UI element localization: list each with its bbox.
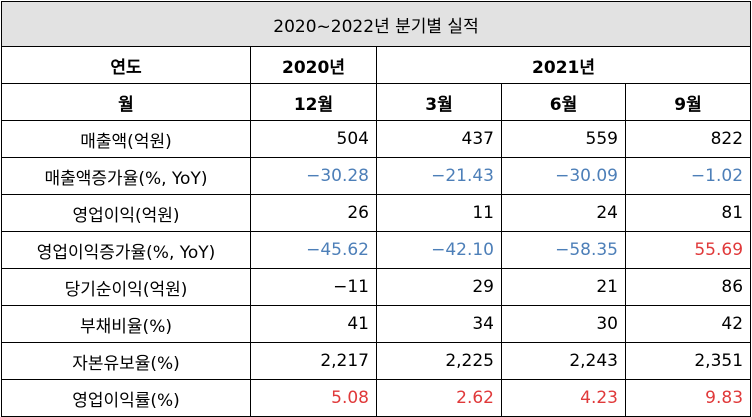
month-header-cell: 12월 bbox=[250, 83, 377, 121]
value-cell: 822 bbox=[624, 120, 752, 158]
row-label: 부채비율(%) bbox=[1, 305, 251, 343]
value-cell: −30.28 bbox=[250, 157, 377, 195]
month-header-cell: 6월 bbox=[501, 83, 626, 121]
row-label: 영업이익률(%) bbox=[1, 379, 251, 417]
value-cell: 81 bbox=[624, 194, 752, 232]
row-label: 영업이익증가율(%, YoY) bbox=[1, 231, 251, 269]
value-cell: 34 bbox=[376, 305, 502, 343]
value-cell: 11 bbox=[376, 194, 502, 232]
month-header-cell: 9월 bbox=[624, 83, 752, 121]
month-header-cell: 3월 bbox=[376, 83, 502, 121]
value-cell: −30.09 bbox=[501, 157, 626, 195]
table-title: 2020~2022년 분기별 실적 bbox=[0, 1, 752, 47]
value-cell: 2,217 bbox=[250, 342, 377, 380]
table-row: 부채비율(%) 41 34 30 42 bbox=[1, 305, 752, 343]
year-header-label: 연도 bbox=[1, 46, 251, 84]
value-cell: 504 bbox=[250, 120, 377, 158]
value-cell: 55.69 bbox=[624, 231, 752, 269]
value-cell: 41 bbox=[250, 305, 377, 343]
year-header-row: 연도 2020년 2021년 bbox=[1, 46, 752, 84]
year-2021-header: 2021년 bbox=[375, 46, 752, 84]
table-row: 영업이익증가율(%, YoY) −45.62 −42.10 −58.35 55.69 bbox=[1, 231, 752, 269]
table-row: 영업이익률(%) 5.08 2.62 4.23 9.83 bbox=[1, 379, 752, 417]
value-cell: −11 bbox=[250, 268, 377, 306]
table-row: 당기순이익(억원) −11 29 21 86 bbox=[1, 268, 752, 306]
row-label: 자본유보율(%) bbox=[1, 342, 251, 380]
value-cell: −45.62 bbox=[250, 231, 377, 269]
value-cell: −21.43 bbox=[376, 157, 502, 195]
month-header-label: 월 bbox=[1, 83, 251, 121]
month-header-row: 월 12월 3월 6월 9월 bbox=[1, 83, 752, 121]
table-title-row: 2020~2022년 분기별 실적 bbox=[0, 1, 752, 47]
value-cell: 9.83 bbox=[624, 379, 752, 417]
value-cell: 437 bbox=[376, 120, 502, 158]
value-cell: 2,243 bbox=[501, 342, 626, 380]
row-label: 매출액(억원) bbox=[1, 120, 251, 158]
value-cell: 5.08 bbox=[250, 379, 377, 417]
row-label: 매출액증가율(%, YoY) bbox=[1, 157, 251, 195]
table-row: 매출액(억원) 504 437 559 822 bbox=[1, 120, 752, 158]
value-cell: 21 bbox=[501, 268, 626, 306]
row-label: 영업이익(억원) bbox=[1, 194, 251, 232]
table-row: 매출액증가율(%, YoY) −30.28 −21.43 −30.09 −1.02 bbox=[1, 157, 752, 195]
value-cell: −58.35 bbox=[501, 231, 626, 269]
row-label: 당기순이익(억원) bbox=[1, 268, 251, 306]
value-cell: 86 bbox=[624, 268, 752, 306]
value-cell: 42 bbox=[624, 305, 752, 343]
year-2020-header: 2020년 bbox=[250, 46, 377, 84]
table-row: 영업이익(억원) 26 11 24 81 bbox=[1, 194, 752, 232]
value-cell: −42.10 bbox=[376, 231, 502, 269]
value-cell: 2,351 bbox=[624, 342, 752, 380]
value-cell: 2,225 bbox=[376, 342, 502, 380]
value-cell: 2.62 bbox=[376, 379, 502, 417]
value-cell: 4.23 bbox=[501, 379, 626, 417]
value-cell: 559 bbox=[501, 120, 626, 158]
value-cell: 26 bbox=[250, 194, 377, 232]
value-cell: 30 bbox=[501, 305, 626, 343]
value-cell: 29 bbox=[376, 268, 502, 306]
table-row: 자본유보율(%) 2,217 2,225 2,243 2,351 bbox=[1, 342, 752, 380]
value-cell: 24 bbox=[501, 194, 626, 232]
value-cell: −1.02 bbox=[624, 157, 752, 195]
